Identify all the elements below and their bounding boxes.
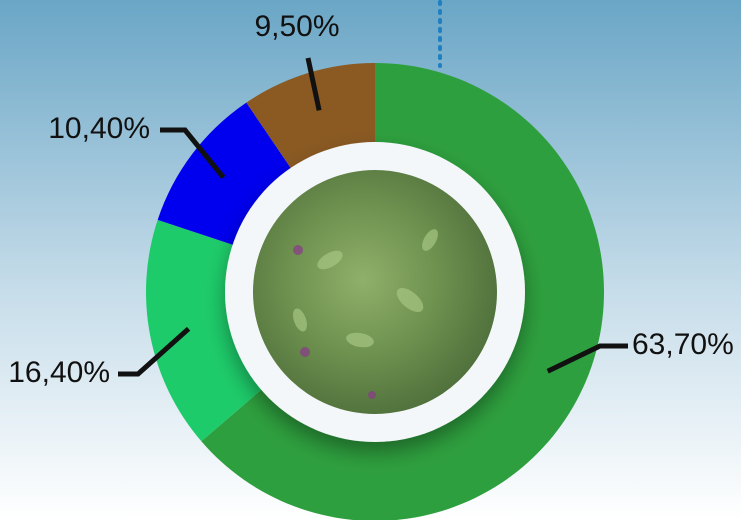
leader-line <box>118 326 191 377</box>
donut-segment <box>145 219 269 442</box>
leader-line <box>305 57 322 111</box>
photo-leaves <box>293 229 438 399</box>
leader-line <box>160 127 226 180</box>
leader-line <box>546 343 628 374</box>
donut-segment <box>201 63 604 520</box>
donut-segment <box>157 102 297 248</box>
value-label: 16,40% <box>8 356 110 389</box>
value-label: 9,50% <box>254 10 339 43</box>
value-label: 10,40% <box>48 112 150 145</box>
value-label: 63,70% <box>632 328 734 361</box>
center-photo <box>253 170 497 414</box>
